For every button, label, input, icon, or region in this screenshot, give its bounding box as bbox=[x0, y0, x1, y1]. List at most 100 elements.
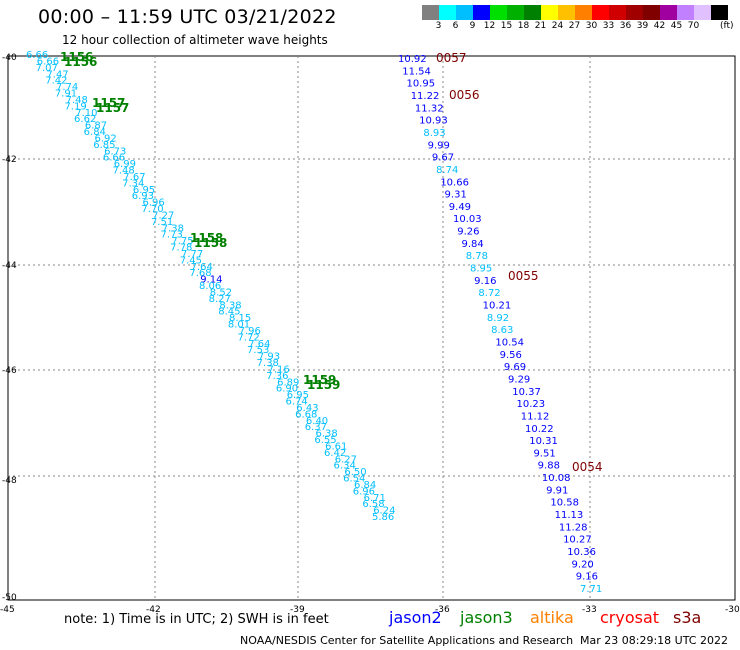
jason3-value: 6.84 bbox=[84, 127, 106, 138]
scale-swatch bbox=[677, 5, 694, 20]
jason3-value: 6.42 bbox=[324, 448, 346, 459]
jason2-value: 8.92 bbox=[487, 313, 509, 324]
latitude-label: -46 bbox=[2, 366, 17, 376]
longitude-label: -45 bbox=[0, 605, 15, 615]
jason2-value: 9.91 bbox=[546, 485, 568, 496]
jason3-hour-label: 1156 bbox=[60, 50, 93, 64]
scale-swatch bbox=[490, 5, 507, 20]
footer-note: note: 1) Time is in UTC; 2) SWH is in fe… bbox=[64, 612, 329, 627]
jason3-value: 6.96 bbox=[143, 198, 165, 209]
scale-label: 15 bbox=[500, 21, 513, 31]
jason3-value: 6.73 bbox=[104, 146, 126, 157]
jason3-value: 6.90 bbox=[276, 384, 298, 395]
jason2-value: 10.08 bbox=[542, 473, 571, 484]
jason2-value: 11.32 bbox=[415, 103, 444, 114]
jason3-value: 6.40 bbox=[306, 416, 328, 427]
jason2-value: 10.31 bbox=[529, 436, 558, 447]
jason3-value: 6.84 bbox=[354, 480, 376, 491]
jason3-value: 6.96 bbox=[353, 486, 375, 497]
jason2-value: 11.13 bbox=[555, 510, 584, 521]
jason2-value: 9.99 bbox=[428, 140, 450, 151]
jason3-hour-label: 1157 bbox=[92, 96, 125, 110]
jason3-value: 8.01 bbox=[228, 320, 250, 331]
jason3-value: 8.27 bbox=[209, 294, 231, 305]
jason2-value: 9.88 bbox=[538, 461, 560, 472]
jason2-value: 9.16 bbox=[576, 572, 598, 583]
jason3-value: 6.71 bbox=[364, 493, 386, 504]
jason3-value: 6.95 bbox=[287, 390, 309, 401]
scale-label: 33 bbox=[602, 21, 615, 31]
jason2-value: 10.37 bbox=[512, 387, 541, 398]
jason2-value: 10.93 bbox=[419, 116, 448, 127]
jason3-value: 6.85 bbox=[93, 140, 115, 151]
jason2-hour-label: 0055 bbox=[508, 269, 539, 283]
page-subtitle: 12 hour collection of altimeter wave hei… bbox=[62, 33, 328, 47]
scale-swatch bbox=[694, 5, 711, 20]
scale-swatch bbox=[422, 5, 439, 20]
jason3-value: 6.74 bbox=[286, 397, 308, 408]
scale-label: 3 bbox=[435, 21, 442, 31]
jason2-value: 10.54 bbox=[495, 337, 524, 348]
scale-swatch bbox=[439, 5, 456, 20]
jason3-value: 7.27 bbox=[152, 210, 174, 221]
scale-label: 24 bbox=[551, 21, 564, 31]
jason3-value: 7.42 bbox=[45, 76, 67, 87]
jason3-value: 8.15 bbox=[229, 313, 251, 324]
jason3-value: 6.92 bbox=[94, 133, 116, 144]
jason3-hour-label: 1159 bbox=[303, 373, 336, 387]
jason2-value: 7.71 bbox=[580, 584, 602, 595]
jason3-value: 6.66 bbox=[103, 153, 125, 164]
jason2-value: 9.67 bbox=[432, 153, 454, 164]
jason3-value: 7.78 bbox=[170, 243, 192, 254]
jason3-value: 8.06 bbox=[199, 281, 221, 292]
jason2-value: 10.66 bbox=[440, 177, 469, 188]
satellite-tracks: 6.666.667.077.477.427.747.917.487.197.10… bbox=[26, 50, 603, 595]
jason2-hour-label: 0057 bbox=[436, 51, 467, 65]
jason3-value: 7.10 bbox=[75, 108, 97, 119]
jason2-value: 9.26 bbox=[457, 227, 479, 238]
jason3-value: 7.16 bbox=[267, 364, 289, 375]
scale-swatch bbox=[660, 5, 677, 20]
jason2-value: 10.21 bbox=[483, 301, 512, 312]
jason3-value: 5.86 bbox=[372, 512, 394, 523]
longitude-label: -39 bbox=[290, 605, 305, 615]
jason3-value: 7.72 bbox=[237, 332, 259, 343]
jason2-value: 9.20 bbox=[572, 559, 594, 570]
jason3-value: 7.48 bbox=[66, 95, 88, 106]
jason2-value: 10.03 bbox=[453, 214, 482, 225]
scale-label: 42 bbox=[653, 21, 666, 31]
jason2-hour-label: 0054 bbox=[572, 460, 603, 474]
scale-swatch bbox=[711, 5, 728, 20]
jason3-value: 6.89 bbox=[277, 377, 299, 388]
jason3-value: 7.38 bbox=[162, 223, 184, 234]
jason3-value: 7.75 bbox=[171, 236, 193, 247]
longitude-label: -42 bbox=[146, 605, 161, 615]
jason3-value: 7.45 bbox=[180, 255, 202, 266]
jason3-value: 9.14 bbox=[200, 275, 222, 286]
jason3-value: 6.24 bbox=[373, 506, 395, 517]
longitude-label: -33 bbox=[582, 605, 597, 615]
jason3-value: 7.19 bbox=[64, 101, 86, 112]
jason2-value: 11.28 bbox=[559, 522, 588, 533]
jason3-value: 7.68 bbox=[189, 268, 211, 279]
jason3-value: 8.52 bbox=[210, 287, 232, 298]
jason2-value: 10.36 bbox=[567, 547, 596, 558]
jason3-hour-label: 1156 bbox=[64, 55, 97, 69]
jason3-value: 7.93 bbox=[258, 352, 280, 363]
color-scale-labels: 3 6 9 12 15 18 21 24 27 30 33 36 39 42 45 70 bbox=[422, 21, 702, 31]
jason2-value: 8.95 bbox=[470, 264, 492, 275]
jason2-hour-label: 0056 bbox=[449, 88, 480, 102]
jason3-value: 7.70 bbox=[141, 204, 163, 215]
credit-timestamp: Mar 23 08:29:18 UTC 2022 bbox=[580, 634, 728, 647]
jason2-value: 11.12 bbox=[521, 411, 550, 422]
jason3-value: 7.64 bbox=[191, 262, 213, 273]
jason3-hour-label: 1158 bbox=[190, 231, 223, 245]
jason2-value: 8.78 bbox=[466, 251, 488, 262]
scale-label: 18 bbox=[517, 21, 530, 31]
scale-swatch bbox=[626, 5, 643, 20]
jason2-value: 10.95 bbox=[406, 79, 435, 90]
color-scale-unit: (ft) bbox=[720, 21, 734, 31]
jason3-value: 6.27 bbox=[335, 454, 357, 465]
scale-swatch bbox=[575, 5, 592, 20]
